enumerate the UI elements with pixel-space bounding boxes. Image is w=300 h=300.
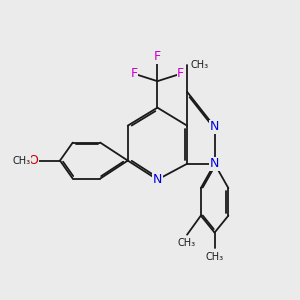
Text: CH₃: CH₃ (190, 60, 208, 70)
Text: N: N (153, 173, 162, 186)
Text: N: N (210, 120, 219, 133)
Text: F: F (177, 67, 184, 80)
Text: CH₃: CH₃ (206, 252, 224, 262)
Text: N: N (210, 157, 219, 170)
Text: F: F (154, 50, 161, 63)
Text: F: F (130, 67, 138, 80)
Text: CH₃: CH₃ (12, 156, 30, 166)
Text: CH₃: CH₃ (178, 238, 196, 248)
Text: O: O (28, 154, 38, 167)
